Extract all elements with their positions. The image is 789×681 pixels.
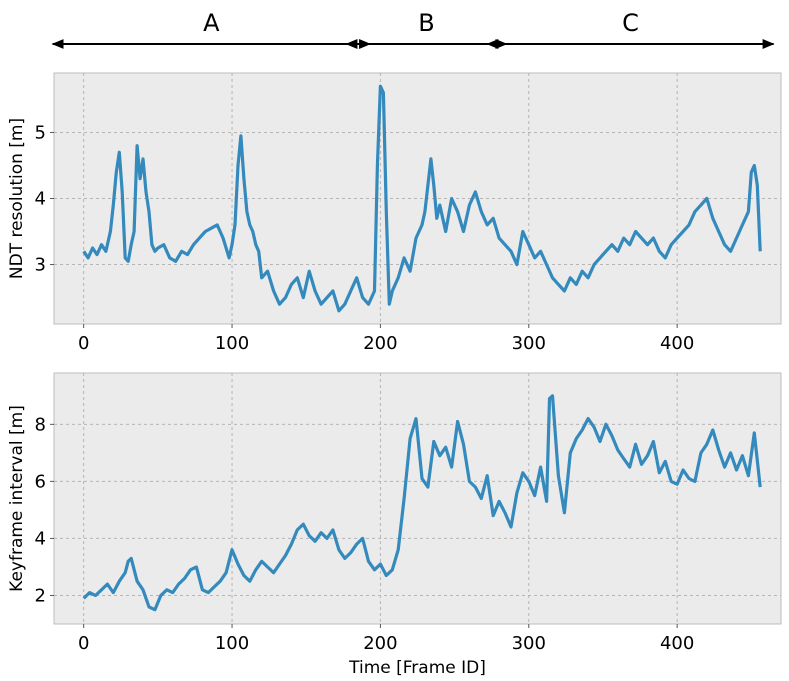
series-line <box>82 394 762 612</box>
y-tick-label: 3 <box>35 255 46 276</box>
y-tick-label: 8 <box>35 414 46 435</box>
x-tick-label: 200 <box>363 633 397 654</box>
x-tick-label: 300 <box>512 333 546 354</box>
x-axis-label: Time [Frame ID] <box>348 658 486 678</box>
y-tick-label: 2 <box>35 585 46 606</box>
series-line <box>82 84 762 313</box>
y-tick-label: 5 <box>35 122 46 143</box>
x-tick-label: 400 <box>660 333 694 354</box>
phase-label: B <box>418 9 434 37</box>
y-tick-label: 6 <box>35 471 46 492</box>
keyframe-interval-panel: 0 100 200 300 400 2 4 6 8 Keyframe interval [m] Ti… <box>7 372 782 678</box>
x-tick-label: 0 <box>78 633 89 654</box>
x-tick-label: 0 <box>78 333 89 354</box>
x-tick-label: 200 <box>363 333 397 354</box>
phase-label: A <box>203 9 220 37</box>
phase-annotations: A B C <box>51 9 775 49</box>
x-tick-label: 400 <box>660 633 694 654</box>
x-tick-label: 300 <box>512 633 546 654</box>
y-tick-label: 4 <box>35 528 46 549</box>
x-tick-label: 100 <box>215 633 249 654</box>
x-tick-label: 100 <box>215 333 249 354</box>
plot-area <box>53 372 782 625</box>
ndt-resolution-panel: 0 100 200 300 400 3 4 5 NDT resolution [m] <box>7 72 782 354</box>
y-tick-label: 4 <box>35 189 46 210</box>
phase-label: C <box>622 9 639 37</box>
y-axis-label: NDT resolution [m] <box>7 118 27 279</box>
y-axis-label: Keyframe interval [m] <box>7 405 27 592</box>
